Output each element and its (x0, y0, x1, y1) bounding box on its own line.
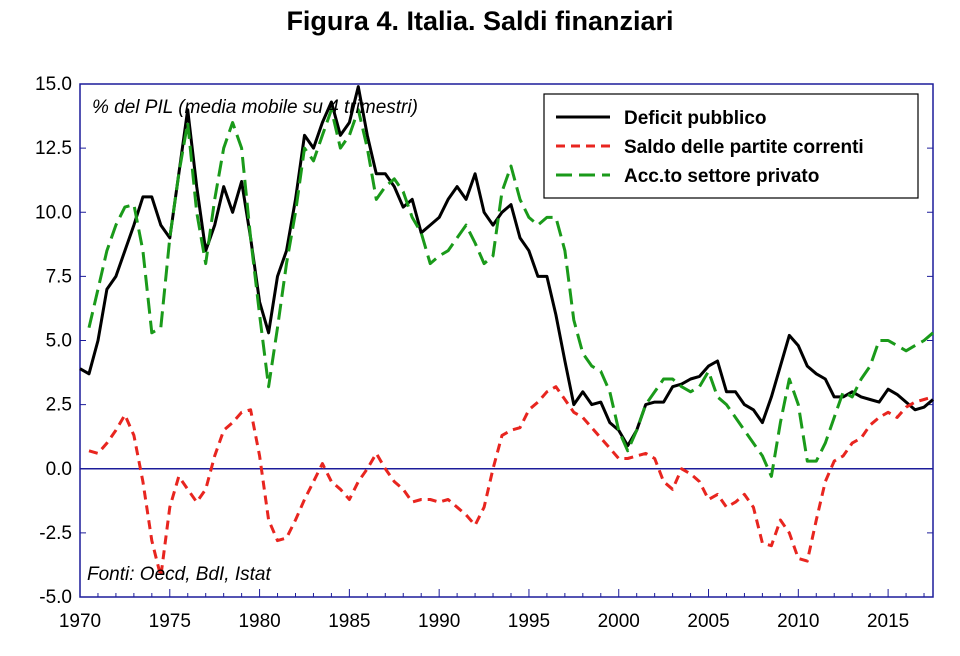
legend-label: Deficit pubblico (624, 108, 767, 129)
x-tick-label: 2010 (777, 611, 819, 632)
legend-label: Acc.to settore privato (624, 166, 819, 187)
legend: Deficit pubblico Saldo delle partite corr… (543, 93, 919, 199)
y-tick-label: 7.5 (46, 266, 72, 287)
y-tick-label: -5.0 (39, 587, 72, 608)
x-tick-label: 2015 (867, 611, 909, 632)
x-tick-label: 1970 (59, 611, 101, 632)
y-tick-label: 2.5 (46, 395, 72, 416)
x-tick-label: 1975 (149, 611, 191, 632)
y-axis: 15.0 12.5 10.0 7.5 5.0 2.5 0.0 -2.5 -5.0 (35, 74, 933, 608)
chart-title: Figura 4. Italia. Saldi finanziari (286, 6, 674, 36)
series-line-2 (88, 385, 934, 578)
x-tick-label: 1995 (508, 611, 550, 632)
series-layer (79, 85, 934, 578)
series-line-1 (79, 85, 934, 448)
y-tick-label: 5.0 (46, 331, 72, 352)
source-note: Fonti: Oecd, BdI, Istat (87, 564, 271, 585)
x-tick-label: 1980 (238, 611, 280, 632)
series-line-3 (87, 108, 934, 478)
x-tick-label: 1985 (328, 611, 370, 632)
units-note: % del PIL (media mobile su 4 trimestri) (92, 97, 418, 118)
x-tick-label: 2000 (598, 611, 640, 632)
x-tick-label: 2005 (687, 611, 729, 632)
y-tick-label: 15.0 (35, 74, 72, 95)
y-tick-label: -2.5 (39, 523, 72, 544)
y-tick-label: 10.0 (35, 202, 72, 223)
legend-label: Saldo delle partite correnti (624, 137, 864, 158)
x-tick-label: 1990 (418, 611, 460, 632)
x-axis: 1970 1975 1980 1985 1990 1995 2000 2005 2010 2015 (59, 589, 925, 632)
y-tick-label: 12.5 (35, 138, 72, 159)
y-tick-label: 0.0 (46, 459, 72, 480)
